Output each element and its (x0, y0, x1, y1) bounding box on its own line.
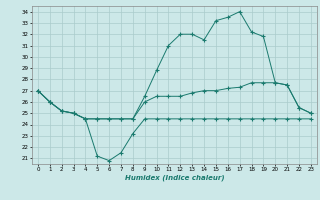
X-axis label: Humidex (Indice chaleur): Humidex (Indice chaleur) (124, 174, 224, 181)
